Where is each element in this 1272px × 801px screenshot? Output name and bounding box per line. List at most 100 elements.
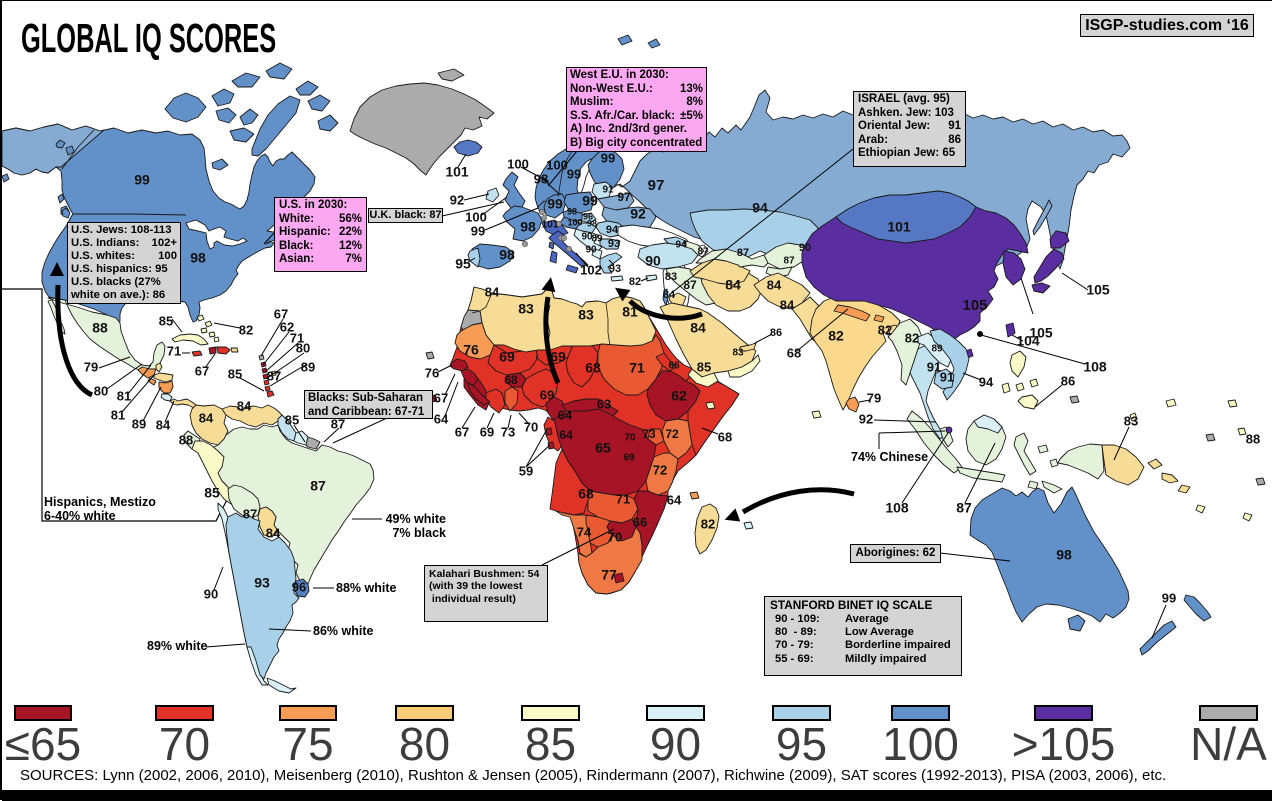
svg-text:81: 81 (111, 407, 125, 422)
svg-text:98: 98 (567, 206, 577, 216)
svg-text:81: 81 (117, 388, 131, 403)
svg-text:84: 84 (767, 277, 782, 292)
svg-text:63: 63 (597, 396, 611, 411)
svg-text:74: 74 (577, 524, 592, 539)
svg-text:69: 69 (540, 387, 554, 402)
svg-text:67: 67 (195, 363, 209, 378)
svg-text:73: 73 (501, 424, 515, 439)
svg-text:89: 89 (931, 344, 943, 355)
svg-text:66: 66 (668, 361, 680, 372)
svg-text:87: 87 (737, 247, 749, 259)
svg-text:66: 66 (633, 514, 647, 529)
svg-text:82: 82 (239, 322, 253, 337)
svg-text:70: 70 (608, 529, 622, 544)
svg-text:90: 90 (581, 232, 593, 243)
svg-text:90: 90 (645, 253, 661, 269)
svg-text:94: 94 (979, 374, 994, 389)
svg-text:84: 84 (690, 320, 706, 336)
svg-text:72: 72 (665, 427, 679, 441)
svg-text:101: 101 (887, 219, 911, 235)
svg-text:83: 83 (1124, 413, 1138, 428)
svg-text:62: 62 (280, 319, 294, 334)
svg-text:82: 82 (701, 516, 715, 531)
svg-text:65: 65 (595, 440, 611, 456)
svg-text:87: 87 (267, 368, 281, 383)
svg-text:90: 90 (204, 586, 218, 601)
svg-text:88: 88 (1246, 431, 1260, 446)
svg-text:93: 93 (254, 575, 270, 591)
svg-text:108: 108 (885, 500, 909, 516)
svg-text:82: 82 (828, 328, 844, 344)
svg-text:85: 85 (204, 485, 220, 501)
svg-text:76: 76 (463, 342, 479, 358)
svg-text:67: 67 (455, 424, 469, 439)
svg-text:89: 89 (132, 416, 146, 431)
svg-text:80: 80 (94, 383, 108, 398)
svg-text:68: 68 (578, 486, 594, 502)
svg-text:67: 67 (434, 390, 448, 405)
svg-text:98: 98 (587, 218, 597, 228)
svg-text:99: 99 (567, 166, 581, 181)
svg-text:94: 94 (752, 200, 768, 216)
svg-text:88: 88 (92, 320, 108, 336)
svg-text:70: 70 (524, 419, 538, 434)
svg-text:83: 83 (665, 271, 677, 283)
svg-text:98: 98 (1056, 547, 1072, 563)
svg-text:91: 91 (940, 369, 954, 384)
svg-text:64: 64 (558, 407, 573, 422)
svg-text:87: 87 (331, 416, 345, 431)
svg-text:87: 87 (956, 500, 972, 516)
svg-text:69: 69 (480, 424, 494, 439)
svg-text:87: 87 (243, 506, 257, 521)
svg-text:64: 64 (559, 428, 573, 442)
svg-text:85: 85 (285, 412, 299, 427)
svg-text:93: 93 (609, 263, 621, 275)
svg-text:100: 100 (507, 156, 529, 171)
svg-text:69: 69 (623, 453, 635, 464)
svg-text:96: 96 (583, 211, 593, 221)
svg-text:71: 71 (616, 491, 630, 506)
svg-text:90: 90 (799, 242, 811, 254)
svg-text:95: 95 (455, 256, 471, 272)
svg-text:92: 92 (450, 192, 464, 207)
svg-text:105: 105 (1029, 325, 1053, 341)
svg-text:86: 86 (770, 327, 782, 339)
svg-text:98: 98 (520, 219, 536, 235)
svg-text:84: 84 (725, 277, 741, 293)
svg-text:67: 67 (274, 306, 288, 321)
svg-text:64: 64 (434, 411, 449, 426)
svg-text:71: 71 (167, 343, 181, 358)
svg-text:99: 99 (582, 193, 598, 209)
svg-text:108: 108 (1083, 359, 1107, 375)
svg-text:98: 98 (499, 247, 515, 263)
svg-text:80: 80 (296, 340, 310, 355)
svg-text:89: 89 (591, 234, 603, 245)
svg-text:99: 99 (601, 150, 615, 165)
svg-text:85: 85 (228, 366, 242, 381)
svg-text:79: 79 (867, 390, 881, 405)
svg-text:87: 87 (683, 278, 697, 292)
svg-text:77: 77 (601, 567, 617, 583)
svg-text:70: 70 (624, 433, 636, 444)
svg-text:84: 84 (780, 297, 795, 312)
svg-text:97: 97 (648, 177, 665, 194)
svg-text:82: 82 (905, 330, 919, 345)
svg-text:99: 99 (1162, 590, 1176, 605)
svg-text:100: 100 (567, 217, 582, 227)
svg-text:91: 91 (602, 185, 614, 196)
svg-text:91: 91 (927, 359, 941, 374)
svg-text:68: 68 (718, 429, 732, 444)
svg-text:76: 76 (425, 365, 439, 380)
svg-text:84: 84 (663, 289, 676, 301)
svg-text:93: 93 (608, 238, 620, 250)
svg-text:90: 90 (585, 245, 597, 256)
svg-text:84: 84 (237, 398, 252, 413)
svg-text:105: 105 (1086, 282, 1110, 298)
svg-text:71: 71 (290, 330, 304, 345)
svg-text:104: 104 (1016, 333, 1040, 349)
svg-text:86: 86 (1061, 373, 1075, 388)
svg-text:84: 84 (266, 525, 281, 540)
svg-text:102: 102 (580, 262, 602, 277)
svg-text:72: 72 (653, 462, 667, 477)
svg-text:87: 87 (783, 256, 795, 267)
